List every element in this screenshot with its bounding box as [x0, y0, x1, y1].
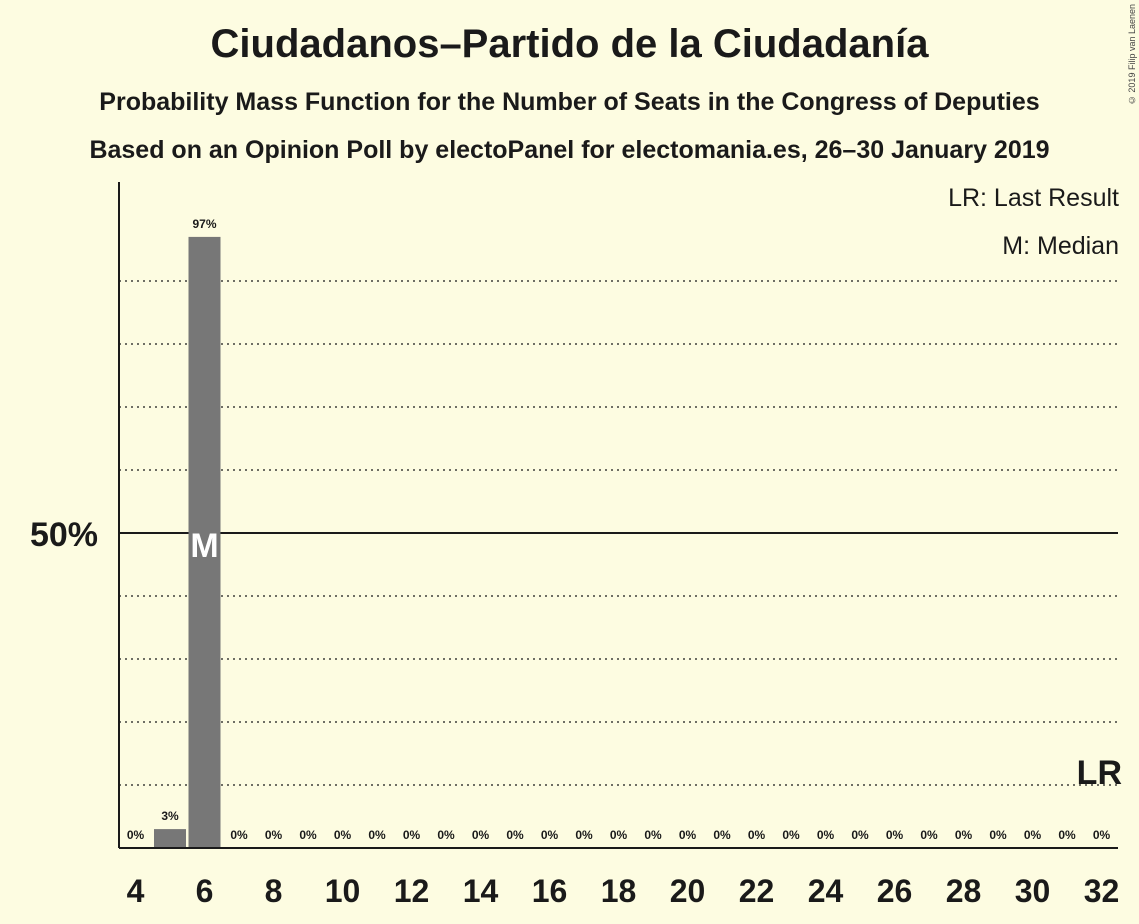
- data-label: 0%: [299, 828, 317, 842]
- data-label: 0%: [851, 828, 869, 842]
- data-label: 0%: [472, 828, 490, 842]
- bar: [154, 829, 186, 848]
- data-label: 0%: [1058, 828, 1076, 842]
- x-tick-label: 4: [127, 873, 145, 909]
- data-label: 0%: [127, 828, 145, 842]
- data-label: 0%: [403, 828, 421, 842]
- data-label: 0%: [610, 828, 628, 842]
- data-label: 3%: [161, 809, 179, 823]
- data-label: 0%: [437, 828, 455, 842]
- data-label: 0%: [817, 828, 835, 842]
- x-tick-label: 12: [394, 873, 430, 909]
- data-label: 0%: [575, 828, 593, 842]
- x-tick-label: 24: [808, 873, 844, 909]
- x-tick-label: 32: [1084, 873, 1120, 909]
- chart-title: Ciudadanos–Partido de la Ciudadanía: [210, 22, 929, 66]
- last-result-marker: LR: [1077, 754, 1122, 792]
- x-tick-label: 14: [463, 873, 499, 909]
- data-label: 0%: [713, 828, 731, 842]
- x-tick-label: 28: [946, 873, 982, 909]
- x-tick-label: 16: [532, 873, 568, 909]
- x-tick-label: 10: [325, 873, 361, 909]
- data-label: 0%: [334, 828, 352, 842]
- x-tick-label: 8: [265, 873, 283, 909]
- x-tick-label: 26: [877, 873, 913, 909]
- data-label: 0%: [230, 828, 248, 842]
- data-label: 0%: [644, 828, 662, 842]
- data-label: 0%: [265, 828, 283, 842]
- x-tick-label: 22: [739, 873, 775, 909]
- data-label: 0%: [1093, 828, 1111, 842]
- data-label: 0%: [506, 828, 524, 842]
- chart-source: Based on an Opinion Poll by electoPanel …: [89, 136, 1050, 164]
- median-marker: M: [190, 527, 218, 565]
- legend-last-result: LR: Last Result: [948, 184, 1119, 212]
- data-label: 0%: [679, 828, 697, 842]
- y-tick-label: 50%: [30, 516, 98, 554]
- data-label: 0%: [368, 828, 386, 842]
- data-label: 0%: [1024, 828, 1042, 842]
- data-label: 0%: [782, 828, 800, 842]
- data-label: 0%: [989, 828, 1007, 842]
- data-label: 0%: [748, 828, 766, 842]
- x-tick-label: 20: [670, 873, 706, 909]
- x-tick-label: 6: [196, 873, 214, 909]
- legend-median: M: Median: [1002, 232, 1119, 260]
- chart-subtitle: Probability Mass Function for the Number…: [99, 88, 1040, 116]
- bar: [188, 236, 221, 848]
- data-label: 0%: [920, 828, 938, 842]
- data-label: 0%: [541, 828, 559, 842]
- data-label: 97%: [192, 217, 216, 231]
- data-label: 0%: [886, 828, 904, 842]
- x-tick-label: 30: [1015, 873, 1051, 909]
- data-label: 0%: [955, 828, 973, 842]
- x-tick-label: 18: [601, 873, 637, 909]
